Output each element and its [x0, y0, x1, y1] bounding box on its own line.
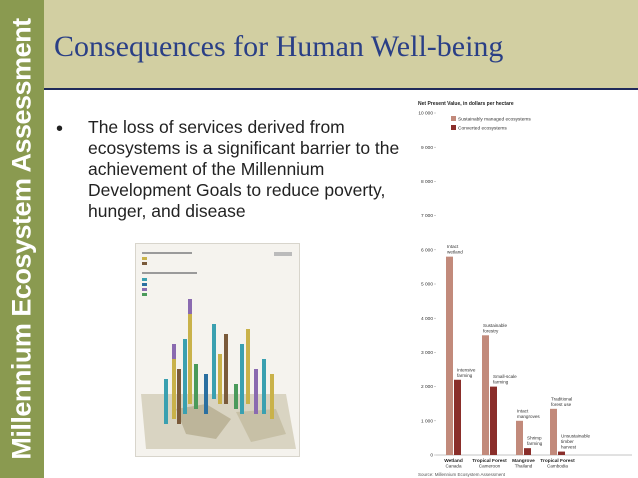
sidebar: Millennium Ecosystem Assessment	[0, 0, 44, 478]
x-category-label: Tropical Forest	[472, 458, 507, 464]
y-tick-label: 2 000	[421, 384, 433, 390]
title-band	[44, 0, 638, 88]
stacked-bars	[164, 299, 274, 424]
slide-title: Consequences for Human Well-being	[54, 30, 504, 63]
x-place-label: Cameroon	[479, 464, 501, 469]
y-tick-label: 10 000	[418, 111, 433, 117]
bar-converted	[558, 451, 565, 455]
bullet-text: The loss of services derived from ecosys…	[88, 117, 400, 221]
y-tick-label: 6 000	[421, 247, 433, 253]
y-tick-label: 0	[430, 453, 433, 459]
y-tick-label: 5 000	[421, 282, 433, 288]
chart-source: Source: Millennium Ecosystem Assessment	[418, 472, 506, 477]
bar-label-sustainable: Intact	[447, 244, 459, 249]
brand-logo-text: Millennium Ecosystem Assessment	[6, 18, 37, 460]
bar-label-sustainable: forestry	[483, 328, 499, 333]
legend-swatch	[142, 288, 147, 291]
x-place-label: Cambodia	[547, 464, 568, 469]
title-divider	[44, 88, 638, 90]
bar-label-sustainable: Sustainable	[483, 323, 507, 328]
bullet-marker: •	[56, 118, 64, 140]
legend-sustainable: Sustainably managed ecosystems	[458, 117, 531, 123]
bar-label-sustainable: wetland	[447, 250, 463, 255]
bar-converted	[490, 386, 497, 455]
scale-label	[274, 252, 292, 256]
y-tick-label: 4 000	[421, 316, 433, 322]
legend-swatch-sustainable	[451, 116, 456, 121]
bar-sustainable	[550, 408, 557, 455]
legend-swatch	[142, 262, 147, 265]
chart-title: Net Present Value, in dollars per hectar…	[418, 101, 514, 107]
bar-label-converted: farming	[527, 441, 543, 446]
bar-label-converted: Shrimp	[527, 436, 542, 441]
bar-converted	[454, 379, 461, 455]
legend-converted: Converted ecosystems	[458, 126, 507, 132]
bar-sustainable	[482, 335, 489, 455]
bar-label-converted: Unsustainable	[561, 434, 591, 439]
bar-label-converted: Small-scale	[493, 374, 517, 379]
y-tick-label: 8 000	[421, 179, 433, 185]
x-category-label: Tropical Forest	[540, 458, 575, 464]
legend-line	[142, 272, 197, 274]
x-place-label: Canada	[445, 464, 462, 469]
x-place-label: Thailand	[515, 464, 533, 469]
map-land	[176, 404, 231, 439]
bar-label-converted: harvest	[561, 445, 577, 450]
map-bar-figure	[135, 243, 300, 457]
y-tick-label: 1 000	[421, 418, 433, 424]
y-tick-label: 3 000	[421, 350, 433, 356]
bar-sustainable	[516, 420, 523, 455]
bar-label-sustainable: Intact	[517, 408, 529, 413]
bar-converted	[524, 448, 531, 455]
bar-label-sustainable: forest use	[551, 402, 572, 407]
legend-swatch	[142, 257, 147, 260]
legend-swatch-converted	[451, 125, 456, 130]
bar-label-converted: farming	[493, 380, 509, 385]
legend-swatch	[142, 283, 147, 286]
legend-swatch	[142, 293, 147, 296]
x-category-label: Wetland	[444, 458, 463, 464]
x-category-label: Mangrove	[512, 458, 535, 464]
bar-label-sustainable: Traditional	[551, 396, 572, 401]
bar-label-sustainable: mangroves	[517, 414, 540, 419]
legend-swatch	[142, 278, 147, 281]
npv-bar-chart: Net Present Value, in dollars per hectar…	[418, 101, 632, 477]
bar-label-converted: Intensive	[457, 367, 476, 372]
y-tick-label: 7 000	[421, 213, 433, 219]
bar-sustainable	[446, 256, 453, 455]
bar-label-converted: timber	[561, 439, 574, 444]
bar-label-converted: farming	[457, 373, 473, 378]
legend-line	[142, 252, 192, 254]
y-tick-label: 9 000	[421, 145, 433, 151]
